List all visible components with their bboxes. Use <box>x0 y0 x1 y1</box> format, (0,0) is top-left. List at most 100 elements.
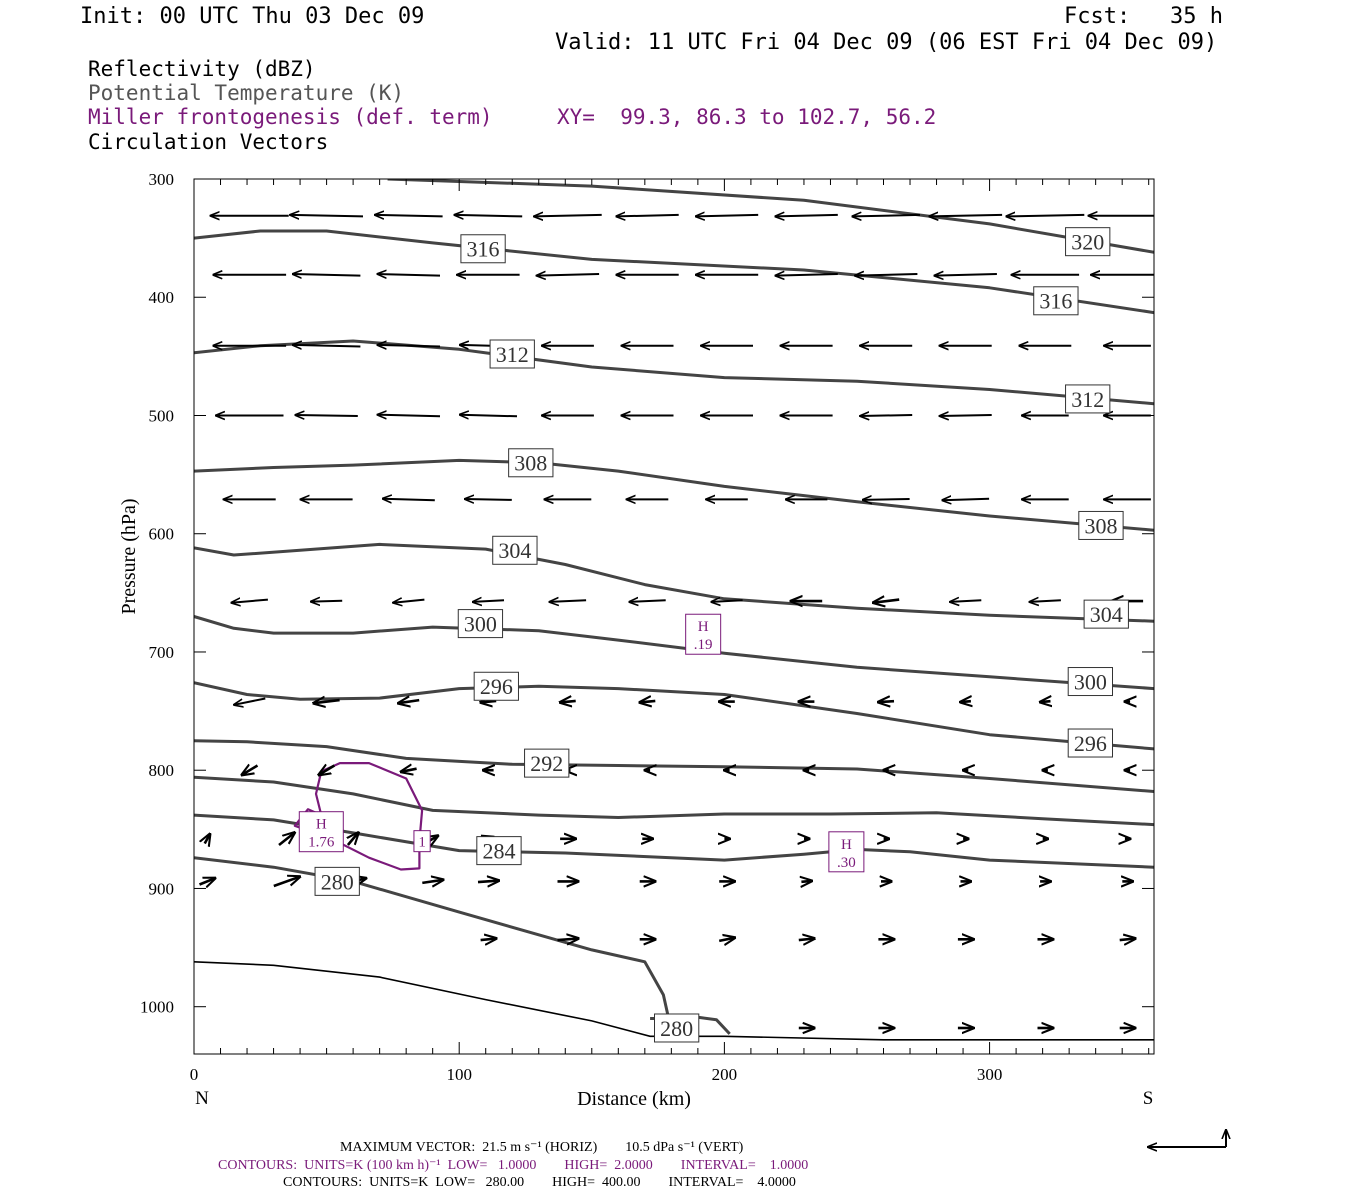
isentrope-label-304-4-1-text: 304 <box>1090 602 1123 627</box>
y-axis-label: Pressure (hPa) <box>118 498 140 614</box>
frontogenesis-high-letter-2: H <box>841 837 852 853</box>
isentrope-label-300-5-0: 300 <box>457 609 504 639</box>
isentrope-label-296-6-1: 296 <box>1067 728 1114 758</box>
frontogenesis-high-box-1 <box>685 613 722 655</box>
isentrope-label-312-2-1-box <box>1065 384 1111 414</box>
circulation-vector-1-8 <box>855 274 918 276</box>
frontogenesis-high-value-1: .19 <box>694 637 713 653</box>
isentrope-label-312-2-0: 312 <box>489 339 535 369</box>
isentrope-label-296-6-0-text: 296 <box>480 674 513 699</box>
x-tick-label-0: 0 <box>190 1065 199 1084</box>
y-tick-label-300: 300 <box>149 170 175 189</box>
maximum-vector-note: MAXIMUM VECTOR: 21.5 m s⁻¹ (HORIZ) 10.5 … <box>340 1140 744 1155</box>
circulation-vector-3-1 <box>295 415 358 416</box>
y-tick-label-1000: 1000 <box>140 998 174 1017</box>
y-tick-label-900: 900 <box>149 879 175 898</box>
isentrope-line-280 <box>194 856 673 1031</box>
circulation-vector-0-1 <box>290 215 364 217</box>
circulation-vector-5-9 <box>950 600 982 602</box>
circulation-vector-4-3 <box>465 499 512 500</box>
circulation-vector-10-5 <box>557 939 579 941</box>
circulation-vector-10-8 <box>798 939 815 941</box>
circulation-vector-5-10 <box>1030 600 1061 602</box>
circulation-vector-6-3 <box>481 701 497 703</box>
isentrope-label-308-3-1: 308 <box>1078 510 1124 540</box>
frontogenesis-high-0: H 1.76 <box>298 811 344 853</box>
y-tick-label-800: 800 <box>149 761 175 780</box>
isentrope-label-280-10-0-text: 280 <box>321 869 354 894</box>
isentrope-label-300-5-1-text: 300 <box>1074 669 1107 694</box>
isentrope-label-280-10-0-box <box>314 866 360 896</box>
circulation-vector-2-1 <box>293 345 361 347</box>
circulation-vector-5-0 <box>232 600 268 603</box>
field-frontogenesis: Miller frontogenesis (def. term) <box>88 105 493 129</box>
isentrope-label-284-9-0: 284 <box>476 836 522 866</box>
isentrope-label-300-5-1: 300 <box>1067 667 1114 697</box>
ground-surface-line <box>194 961 1154 1041</box>
circulation-vector-10-7 <box>718 938 735 941</box>
isentrope-label-316-1-1-text: 316 <box>1039 289 1072 314</box>
isentrope-label-296-6-0: 296 <box>473 671 519 701</box>
circulation-vector-4-8 <box>863 499 910 500</box>
isentrope-line-308 <box>194 458 1154 532</box>
frontogenesis-high-letter-0: H <box>316 817 327 833</box>
plot-frame <box>193 178 1155 1055</box>
isentrope-label-320-0-0: 320 <box>1065 227 1111 257</box>
frontogenesis-high-value-0: 1.76 <box>308 835 335 851</box>
circulation-vector-6-10 <box>1040 701 1050 702</box>
circulation-vector-7-0 <box>242 766 259 775</box>
circulation-vector-3-2 <box>378 415 441 417</box>
circulation-vector-5-6 <box>711 600 743 602</box>
isentrope-label-308-3-0-text: 308 <box>514 451 547 476</box>
isentrope-line-296 <box>194 681 1154 751</box>
x-tick-label-200: 200 <box>712 1065 738 1084</box>
y-tick-label-500: 500 <box>149 406 175 425</box>
circulation-vector-6-5 <box>640 701 656 703</box>
circulation-vector-8-1 <box>278 833 295 847</box>
circulation-vector-0-10 <box>1006 215 1085 217</box>
frontogenesis-contour-label-0: 1 <box>413 830 431 853</box>
circulation-vector-1-1 <box>293 274 361 276</box>
circulation-vector-8-2 <box>348 833 358 846</box>
circulation-vector-4-2 <box>383 499 435 501</box>
circulation-vector-5-1 <box>311 601 343 602</box>
circulation-vector-7-1 <box>319 766 336 775</box>
isentrope-label-308-3-1-text: 308 <box>1084 513 1117 538</box>
isentrope-label-308-3-0: 308 <box>508 448 554 478</box>
isentrope-label-296-6-1-box <box>1067 728 1114 758</box>
isentrope-label-304-4-0-text: 304 <box>498 538 531 563</box>
isentrope-label-280-10-0: 280 <box>314 866 360 896</box>
isentrope-label-280-11-0-text: 280 <box>660 1016 693 1041</box>
x-tick-label-100: 100 <box>446 1065 472 1084</box>
y-tick-label-700: 700 <box>149 643 175 662</box>
frontogenesis-contour-label-0-box <box>413 830 431 853</box>
isentrope-label-300-5-1-box <box>1067 667 1114 697</box>
isentrope-label-312-2-0-box <box>489 339 535 369</box>
circulation-vector-7-2 <box>401 769 417 772</box>
circulation-vector-1-7 <box>775 274 838 276</box>
circulation-vector-0-6 <box>696 215 759 217</box>
cross-section-xy: XY= 99.3, 86.3 to 102.7, 56.2 <box>557 105 937 129</box>
circulation-vector-0-9 <box>929 215 1003 217</box>
circulation-vector-9-0 <box>199 878 216 884</box>
isentrope-label-296-6-1-text: 296 <box>1074 731 1107 756</box>
frontogenesis-contour-label-0-text: 1 <box>418 835 426 851</box>
circulation-vector-10-12 <box>1119 939 1136 941</box>
x-end-label-south: S <box>1143 1088 1154 1109</box>
isentrope-label-316-1-0-text: 316 <box>467 237 500 262</box>
circulation-vector-6-9 <box>961 701 971 702</box>
isentrope-line-288 <box>194 775 1154 827</box>
x-end-label-north: N <box>195 1088 209 1109</box>
contours-theta-note: CONTOURS: UNITS=K LOW= 280.00 HIGH= 400.… <box>283 1175 796 1190</box>
circulation-vector-0-2 <box>375 215 443 217</box>
circulation-vector-0-8 <box>852 215 921 217</box>
frontogenesis-high-box-0 <box>298 811 344 853</box>
circulation-vector-5-2 <box>393 600 425 603</box>
isentrope-label-304-4-1-box <box>1083 599 1129 629</box>
circulation-vector-6-2 <box>398 700 420 703</box>
isentrope-label-320-0-0-box <box>1065 227 1111 257</box>
isentrope-label-300-5-0-box <box>457 609 504 639</box>
field-reflectivity: Reflectivity (dBZ) <box>88 57 316 81</box>
circulation-vector-5-4 <box>550 600 587 602</box>
